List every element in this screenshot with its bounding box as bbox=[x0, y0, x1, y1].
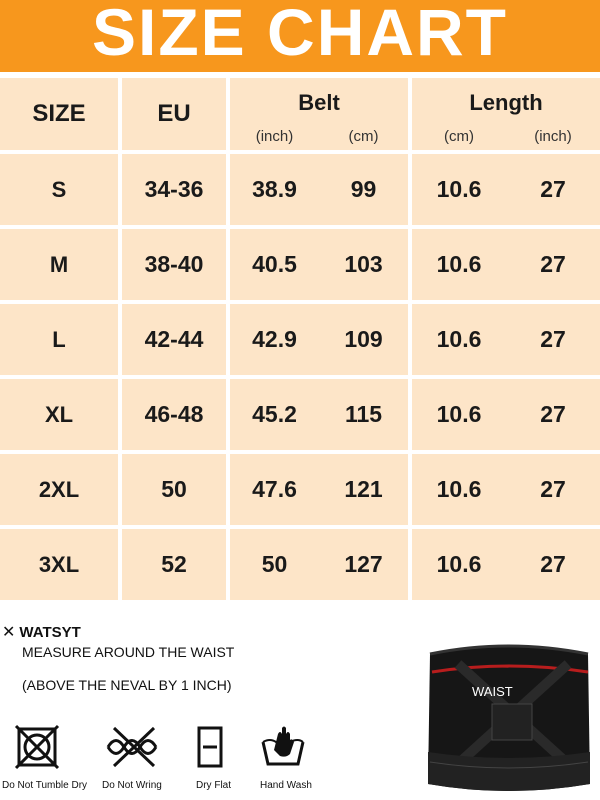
care-label-dry-flat: Dry Flat bbox=[196, 780, 231, 791]
dry-flat-icon bbox=[197, 726, 223, 768]
belt-inch-value: 42.9 bbox=[252, 326, 297, 352]
table-cell-eu: 46-48 bbox=[122, 379, 226, 450]
cross-mark-icon: ✕ bbox=[2, 624, 16, 641]
length-cm-value: 10.6 bbox=[436, 326, 482, 352]
brand-name: WATSYT bbox=[19, 623, 81, 641]
header-size: SIZE bbox=[0, 78, 118, 150]
header-eu: EU bbox=[122, 78, 226, 150]
belt-cm-value: 99 bbox=[350, 176, 377, 202]
belt-cm-value: 115 bbox=[344, 401, 383, 427]
size-value: S bbox=[51, 176, 67, 202]
care-section: ✕ WATSYT MEASURE AROUND THE WAIST (ABOVE… bbox=[0, 604, 600, 800]
header-belt: Belt (inch) (cm) bbox=[230, 78, 408, 150]
belt-inch-value: 50 bbox=[261, 551, 288, 577]
belt-cm-value: 103 bbox=[344, 251, 383, 277]
table-cell-belt: 42.9 109 bbox=[230, 304, 408, 375]
table-cell-size: XL bbox=[0, 379, 118, 450]
belt-inch-value: 45.2 bbox=[252, 401, 297, 427]
size-value: L bbox=[52, 326, 66, 352]
header-belt-unit-inch: (inch) bbox=[255, 128, 294, 145]
table-cell-eu: 52 bbox=[122, 529, 226, 600]
table-cell-eu: 38-40 bbox=[122, 229, 226, 300]
belt-cm-value: 127 bbox=[344, 551, 383, 577]
table-cell-belt: 50 127 bbox=[230, 529, 408, 600]
care-label-tumble-dry: Do Not Tumble Dry bbox=[2, 780, 88, 791]
table-cell-eu: 50 bbox=[122, 454, 226, 525]
table-cell-eu: 34-36 bbox=[122, 154, 226, 225]
length-inch-value: 27 bbox=[540, 251, 566, 277]
belt-cm-value: 109 bbox=[344, 326, 383, 352]
table-cell-belt: 45.2 115 bbox=[230, 379, 408, 450]
table-cell-length: 10.6 27 bbox=[412, 454, 600, 525]
table-cell-size: 2XL bbox=[0, 454, 118, 525]
eu-value: 52 bbox=[161, 551, 187, 577]
brand-line: ✕ WATSYT bbox=[2, 622, 81, 642]
do-not-tumble-dry-icon bbox=[14, 724, 60, 770]
header-length-title: Length bbox=[469, 90, 543, 115]
table-cell-length: 10.6 27 bbox=[412, 229, 600, 300]
eu-value: 42-44 bbox=[144, 326, 204, 352]
header-length-unit-inch: (inch) bbox=[534, 128, 572, 145]
size-value: XL bbox=[44, 401, 74, 427]
length-inch-value: 27 bbox=[540, 401, 566, 427]
waist-label: WAIST bbox=[472, 684, 513, 699]
table-cell-size: M bbox=[0, 229, 118, 300]
table-cell-length: 10.6 27 bbox=[412, 529, 600, 600]
size-table: SIZE EU Belt (inch) (cm) Length (cm) (in… bbox=[0, 72, 600, 604]
do-not-wring-icon bbox=[106, 726, 158, 768]
measure-instruction: MEASURE AROUND THE WAIST bbox=[22, 644, 235, 660]
length-cm-value: 10.6 bbox=[436, 251, 482, 277]
table-cell-belt: 40.5 103 bbox=[230, 229, 408, 300]
eu-value: 34-36 bbox=[144, 176, 204, 202]
size-value: 3XL bbox=[38, 551, 80, 577]
belt-inch-value: 47.6 bbox=[252, 476, 297, 502]
measure-note: (ABOVE THE NEVAL BY 1 INCH) bbox=[22, 677, 232, 693]
length-inch-value: 27 bbox=[540, 326, 566, 352]
size-value: M bbox=[49, 251, 69, 277]
page-title: SIZE CHART bbox=[92, 0, 508, 69]
table-cell-belt: 38.9 99 bbox=[230, 154, 408, 225]
length-cm-value: 10.6 bbox=[436, 476, 482, 502]
table-cell-length: 10.6 27 bbox=[412, 304, 600, 375]
eu-value: 46-48 bbox=[144, 401, 204, 427]
length-cm-value: 10.6 bbox=[436, 401, 482, 427]
header-belt-title: Belt bbox=[298, 90, 340, 115]
eu-value: 38-40 bbox=[144, 251, 204, 277]
table-cell-size: S bbox=[0, 154, 118, 225]
table-cell-eu: 42-44 bbox=[122, 304, 226, 375]
header-length: Length (cm) (inch) bbox=[412, 78, 600, 150]
care-label-hand-wash: Hand Wash bbox=[260, 780, 312, 791]
table-cell-size: L bbox=[0, 304, 118, 375]
header-length-unit-cm: (cm) bbox=[444, 128, 474, 145]
belt-cm-value: 121 bbox=[344, 476, 383, 502]
header-belt-unit-cm: (cm) bbox=[348, 128, 379, 145]
size-value: 2XL bbox=[38, 476, 80, 502]
belt-inch-value: 38.9 bbox=[252, 176, 297, 202]
table-cell-size: 3XL bbox=[0, 529, 118, 600]
care-label-wring: Do Not Wring bbox=[102, 780, 162, 791]
length-inch-value: 27 bbox=[540, 551, 566, 577]
header-size-label: SIZE bbox=[32, 100, 86, 127]
hand-wash-icon bbox=[261, 726, 305, 766]
eu-value: 50 bbox=[161, 476, 187, 502]
header-eu-label: EU bbox=[157, 100, 191, 127]
length-inch-value: 27 bbox=[540, 176, 566, 202]
length-cm-value: 10.6 bbox=[436, 176, 482, 202]
length-inch-value: 27 bbox=[540, 476, 566, 502]
table-cell-length: 10.6 27 bbox=[412, 154, 600, 225]
size-chart-banner: SIZE CHART bbox=[0, 0, 600, 72]
table-cell-length: 10.6 27 bbox=[412, 379, 600, 450]
table-cell-belt: 47.6 121 bbox=[230, 454, 408, 525]
waist-trainer-belt-icon bbox=[428, 644, 590, 791]
belt-inch-value: 40.5 bbox=[252, 251, 297, 277]
length-cm-value: 10.6 bbox=[436, 551, 482, 577]
